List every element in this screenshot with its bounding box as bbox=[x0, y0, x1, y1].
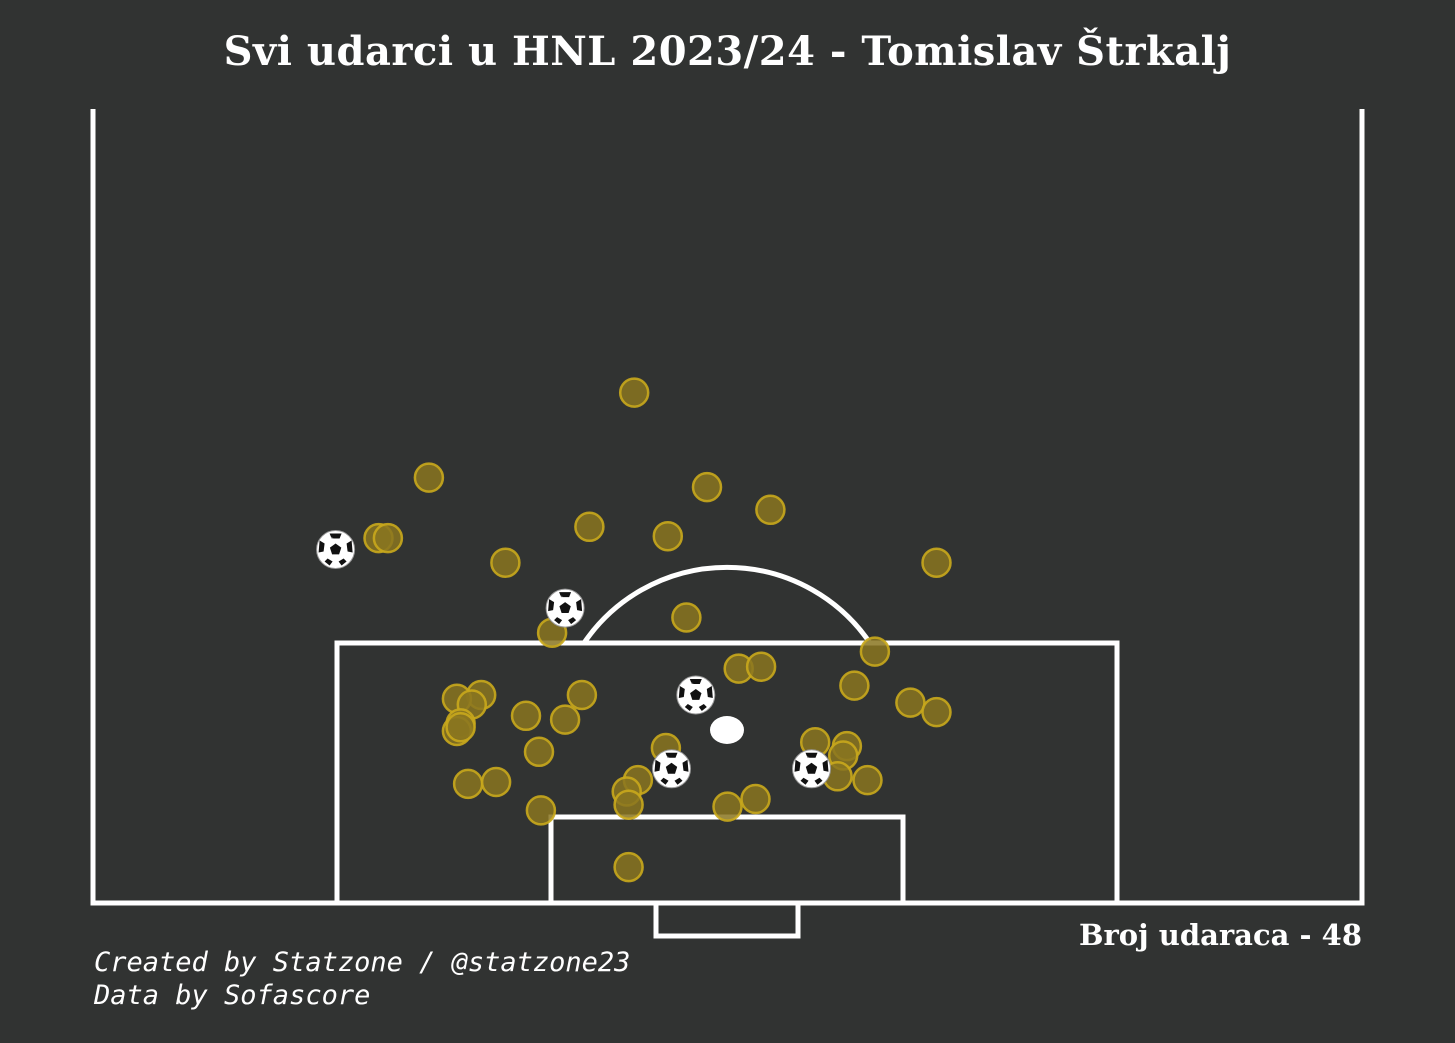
penalty-arc bbox=[581, 564, 873, 645]
shot-marker bbox=[859, 636, 891, 667]
shot-marker bbox=[652, 520, 684, 552]
goal-frame bbox=[653, 900, 801, 939]
penalty-spot bbox=[710, 716, 744, 744]
shot-marker bbox=[549, 704, 581, 735]
goal-marker bbox=[545, 588, 585, 628]
shot-marker bbox=[523, 736, 555, 768]
goal-marker bbox=[316, 530, 356, 569]
shot-marker bbox=[618, 377, 650, 408]
shot-marker bbox=[525, 795, 557, 826]
shot-marker bbox=[712, 791, 743, 822]
shot-marker bbox=[671, 602, 702, 633]
shot-marker bbox=[613, 851, 644, 883]
shot-marker bbox=[852, 764, 883, 796]
chart-title: Svi udarci u HNL 2023/24 - Tomislav Štrk… bbox=[223, 28, 1232, 75]
created-by-credit: Created by Statzone / @statzone23 bbox=[94, 947, 631, 978]
goal-marker bbox=[792, 749, 831, 789]
shot-marker bbox=[445, 711, 476, 743]
shot-marker bbox=[895, 687, 926, 718]
shot-marker bbox=[740, 783, 771, 815]
data-source-credit: Data by Sofascore bbox=[94, 980, 371, 1011]
penalty-area bbox=[334, 640, 1120, 906]
shot-marker bbox=[574, 511, 605, 543]
shots-layer bbox=[363, 377, 952, 883]
shot-marker bbox=[745, 651, 777, 682]
six-yard-box bbox=[548, 814, 906, 906]
shot-marker bbox=[566, 679, 598, 711]
shot-marker bbox=[372, 522, 404, 554]
goal-marker bbox=[652, 749, 691, 789]
shot-marker bbox=[480, 766, 512, 798]
shot-count-label: Broj udaraca - 48 bbox=[1079, 918, 1362, 952]
pitch-outline bbox=[90, 109, 1365, 906]
shot-marker bbox=[839, 670, 870, 701]
shot-marker bbox=[691, 471, 723, 503]
shot-marker bbox=[452, 768, 484, 800]
goal-marker bbox=[676, 675, 716, 715]
shot-marker bbox=[490, 547, 521, 578]
shot-marker bbox=[921, 696, 952, 728]
shot-marker bbox=[755, 494, 786, 526]
shot-marker bbox=[510, 700, 542, 732]
shot-marker bbox=[613, 789, 644, 820]
shot-marker bbox=[921, 547, 952, 578]
shot-marker bbox=[413, 462, 445, 493]
